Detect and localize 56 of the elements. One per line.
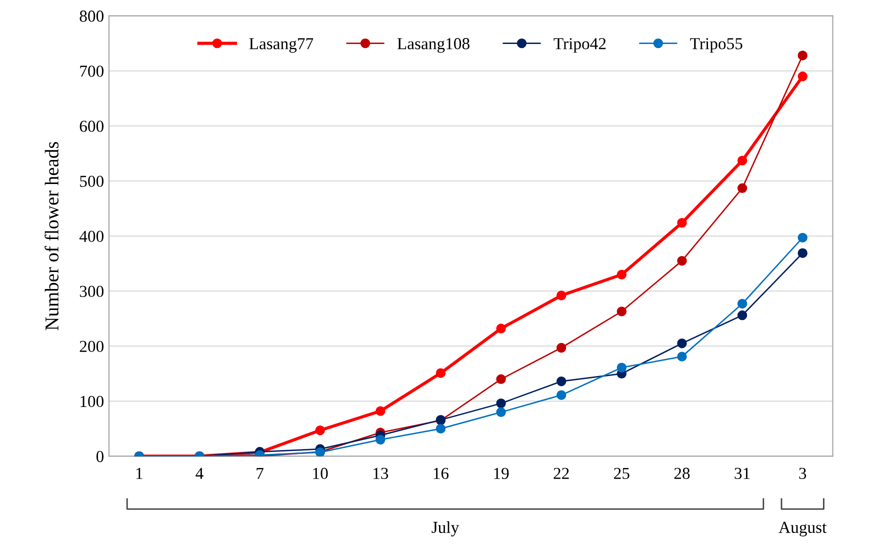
point [556,376,566,386]
y-tick-label: 700 [80,66,104,77]
x-tick-label: 1 [136,468,142,479]
legend-label: Lasang77 [249,38,314,53]
point [737,310,748,320]
x-tick-label: 31 [734,468,750,480]
point [496,324,506,334]
y-tick-label: 0 [96,450,104,462]
point [677,256,687,266]
y-tick-label: 100 [80,396,104,408]
x-tick-label: 19 [494,468,509,480]
point [496,398,506,408]
x-tick-label: 3 [799,468,806,480]
y-tick-label: 600 [80,120,104,132]
point [436,424,446,434]
y-tick-label: 500 [80,176,104,187]
point [436,368,446,378]
x-tick-label: 7 [256,468,264,479]
point [556,390,566,400]
legend-label: Tripo55 [690,38,742,53]
y-tick-label: 300 [80,286,104,298]
x-tick-label: 25 [614,468,630,480]
point [677,352,687,362]
y-tick-label: 200 [80,340,104,352]
x-tick-label: 13 [374,468,388,480]
y-tick-label: 400 [79,230,104,242]
point [798,232,808,243]
point [737,298,748,309]
point [737,156,748,166]
point [616,270,627,280]
point [616,362,627,372]
text: July [432,521,460,536]
point [556,342,566,353]
point [798,72,808,82]
x-tick-label: 28 [674,468,690,480]
legend-label: Tripo42 [554,38,606,53]
x-tick-label: 10 [313,468,328,480]
x-tick-label: 16 [434,468,449,480]
point [376,434,386,445]
point [677,338,687,348]
point [496,407,506,418]
point [798,248,808,258]
point [376,406,386,416]
point [496,374,506,384]
text: August [778,522,827,536]
y-axis-title: Number of flower heads [44,142,59,330]
point [677,218,687,228]
legend-label: Lasang108 [397,38,470,53]
point [798,50,808,60]
x-tick-label: 22 [554,468,569,479]
point [616,306,627,316]
x-tick-label: 4 [196,468,204,479]
point [315,425,325,436]
y-tick-label: 800 [80,10,104,22]
point [556,290,566,300]
point [737,183,748,194]
